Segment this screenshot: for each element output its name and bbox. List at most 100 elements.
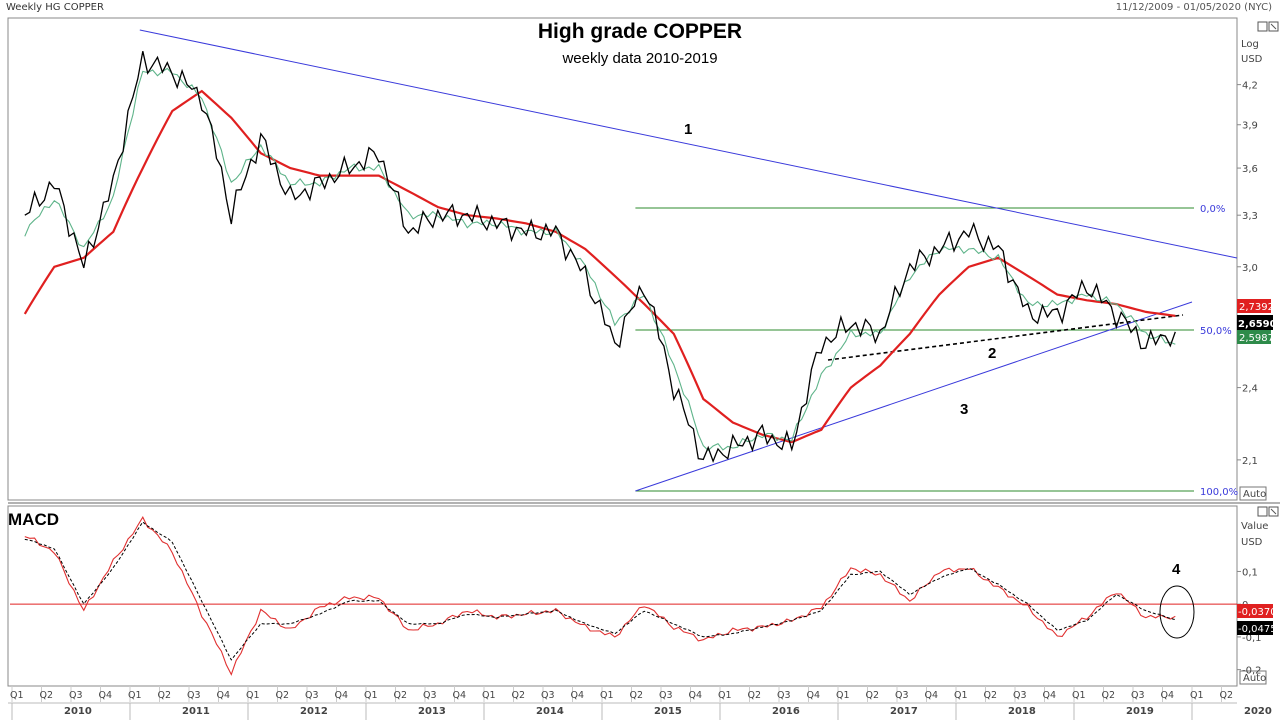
- signal-line: [24, 521, 1176, 661]
- price-scale-label: Log: [1241, 39, 1259, 50]
- quarter-label: Q3: [69, 690, 83, 701]
- quarter-label: Q1: [364, 690, 378, 701]
- ma-red-badge: [1237, 299, 1271, 313]
- fib-level-label: 100,0%: [1200, 487, 1238, 498]
- macd-title: MACD: [8, 510, 59, 529]
- quarter-label: Q4: [689, 690, 703, 701]
- signal-value-badge: [1237, 621, 1273, 635]
- restore-icon: [1257, 21, 1268, 32]
- year-label: 2012: [300, 706, 328, 717]
- quarter-label: Q2: [984, 690, 998, 701]
- annotation-4-ellipse: [1159, 585, 1195, 639]
- quarter-label: Q1: [128, 690, 142, 701]
- quarter-label: Q2: [512, 690, 526, 701]
- close-icon-stroke: [1270, 23, 1277, 30]
- year-label: 2019: [1126, 706, 1154, 717]
- quarter-label: Q1: [10, 690, 24, 701]
- year-label: 2014: [536, 706, 564, 717]
- price-scale-unit: USD: [1241, 54, 1263, 65]
- price-tick-label: 3,3: [1242, 211, 1258, 222]
- quarter-label: Q3: [187, 690, 201, 701]
- macd-tick-label: 0,1: [1242, 567, 1258, 578]
- quarter-label: Q4: [1161, 690, 1175, 701]
- quarter-label: Q1: [954, 690, 968, 701]
- quarter-label: Q4: [99, 690, 113, 701]
- quarter-label: Q4: [571, 690, 585, 701]
- chart-subtitle: weekly data 2010-2019: [562, 50, 718, 67]
- macd-panel-frame: [7, 505, 1238, 687]
- macd-scale-label: Value: [1241, 521, 1268, 532]
- quarter-label: Q4: [453, 690, 467, 701]
- quarter-label: Q2: [1102, 690, 1116, 701]
- price-auto-label: Auto: [1243, 489, 1266, 500]
- price-auto-button[interactable]: [1239, 486, 1267, 501]
- trendline-2-dashed: [827, 314, 1184, 361]
- quarter-label: Q4: [925, 690, 939, 701]
- last-price-value: 2,6590: [1238, 319, 1277, 330]
- quarter-label: Q2: [40, 690, 54, 701]
- quarter-label: Q2: [1220, 690, 1234, 701]
- year-label: 2020: [1244, 706, 1272, 717]
- macd-tick-label: -0,1: [1242, 633, 1262, 644]
- quarter-label: Q3: [659, 690, 673, 701]
- close-icon-stroke: [1270, 508, 1277, 515]
- quarter-label: Q3: [305, 690, 319, 701]
- quarter-label: Q4: [217, 690, 231, 701]
- price-tick-label: 2,4: [1242, 384, 1258, 395]
- quarter-label: Q2: [276, 690, 290, 701]
- quarter-label: Q1: [1190, 690, 1204, 701]
- quarter-label: Q3: [777, 690, 791, 701]
- macd-auto-button[interactable]: [1239, 670, 1267, 685]
- year-label: 2010: [64, 706, 92, 717]
- quarter-label: Q1: [482, 690, 496, 701]
- quarter-label: Q1: [600, 690, 614, 701]
- quarter-label: Q2: [630, 690, 644, 701]
- quarter-label: Q2: [866, 690, 880, 701]
- price-tick-label: 3,6: [1242, 164, 1258, 175]
- fib-level-label: 50,0%: [1200, 326, 1232, 337]
- quarter-label: Q1: [718, 690, 732, 701]
- year-label: 2011: [182, 706, 210, 717]
- annotation-2: 2: [988, 345, 996, 362]
- price-panel-frame: [7, 17, 1238, 501]
- quarter-label: Q3: [895, 690, 909, 701]
- quarter-label: Q4: [1043, 690, 1057, 701]
- annotation-4: 4: [1172, 561, 1181, 578]
- ma-green-badge-value: 2,5987: [1239, 333, 1274, 344]
- ma-long-line: [23, 89, 1176, 444]
- macd-line: [24, 516, 1176, 676]
- quarter-label: Q4: [335, 690, 349, 701]
- quarter-label: Q3: [423, 690, 437, 701]
- restore-icon: [1257, 506, 1268, 517]
- year-label: 2018: [1008, 706, 1036, 717]
- macd-scale-unit: USD: [1241, 537, 1263, 548]
- price-line: [24, 51, 1176, 464]
- trendline-1: [139, 29, 1238, 259]
- quarter-label: Q1: [1072, 690, 1086, 701]
- quarter-label: Q3: [541, 690, 555, 701]
- quarter-label: Q1: [836, 690, 850, 701]
- year-label: 2016: [772, 706, 800, 717]
- year-label: 2015: [654, 706, 682, 717]
- annotation-3: 3: [960, 401, 968, 418]
- price-tick-label: 3,0: [1242, 263, 1258, 274]
- fib-level-label: 0,0%: [1200, 204, 1225, 215]
- instrument-label: Weekly HG COPPER: [6, 2, 104, 13]
- quarter-label: Q2: [748, 690, 762, 701]
- quarter-label: Q2: [158, 690, 172, 701]
- quarter-label: Q1: [246, 690, 260, 701]
- price-tick-label: 3,9: [1242, 121, 1258, 132]
- macd-value: -0,0370: [1238, 607, 1277, 618]
- chart-title: High grade COPPER: [537, 20, 743, 43]
- year-label: 2013: [418, 706, 446, 717]
- quarter-label: Q4: [807, 690, 821, 701]
- macd-tick-label: -0,2: [1242, 666, 1262, 677]
- year-label: 2017: [890, 706, 918, 717]
- quarter-label: Q2: [394, 690, 408, 701]
- last-price-badge: [1237, 315, 1273, 330]
- signal-value: -0,0475: [1238, 624, 1277, 635]
- ma-red-badge-value: 2,7392: [1239, 302, 1274, 313]
- price-tick-label: 4,2: [1242, 81, 1258, 92]
- date-range-label: 11/12/2009 - 01/05/2020 (NYC): [1115, 2, 1272, 13]
